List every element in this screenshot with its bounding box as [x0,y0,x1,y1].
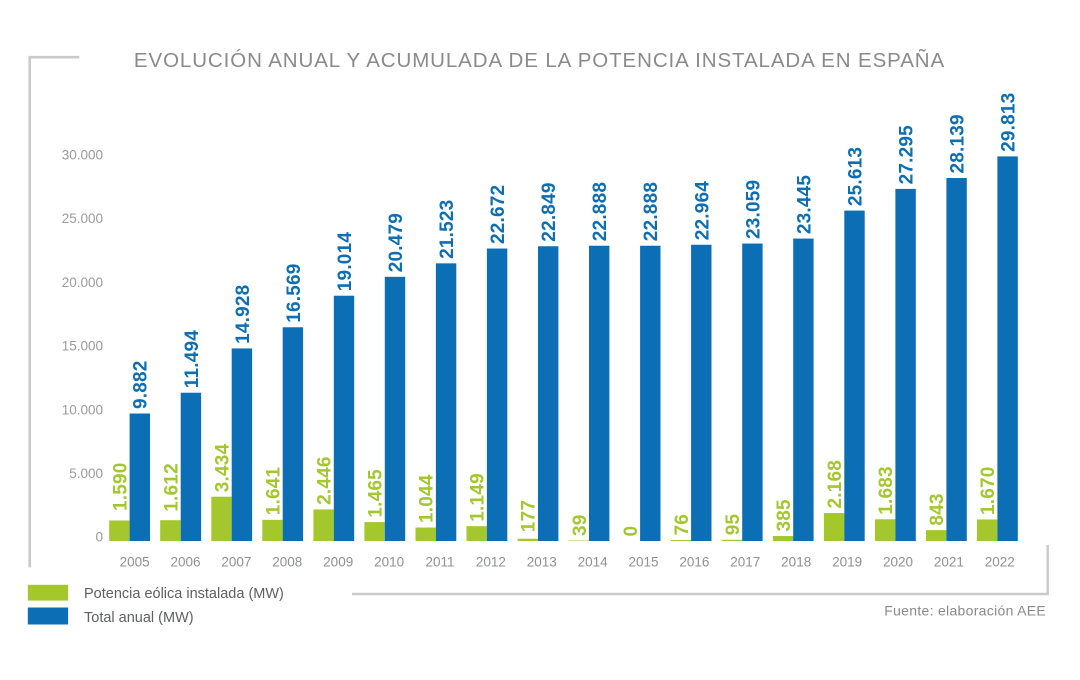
svg-text:2015: 2015 [628,555,658,570]
svg-text:5.000: 5.000 [69,466,103,481]
svg-text:2014: 2014 [578,555,609,570]
svg-text:1.590: 1.590 [110,462,131,511]
svg-text:0: 0 [621,526,642,537]
svg-text:28.139: 28.139 [948,114,969,173]
svg-text:22.888: 22.888 [641,182,662,241]
svg-text:Potencia eólica instalada (MW): Potencia eólica instalada (MW) [84,586,284,602]
svg-text:1.683: 1.683 [876,466,897,515]
svg-text:21.523: 21.523 [437,200,458,259]
svg-text:14.928: 14.928 [233,285,254,344]
svg-text:22.849: 22.849 [539,182,560,241]
svg-text:2022: 2022 [985,555,1015,570]
svg-text:1.044: 1.044 [417,474,438,523]
svg-text:385: 385 [774,499,795,532]
svg-text:2005: 2005 [120,555,150,570]
svg-text:2.446: 2.446 [315,456,336,505]
svg-text:177: 177 [519,500,540,532]
svg-text:2017: 2017 [730,555,760,570]
svg-text:20.479: 20.479 [386,213,407,272]
svg-text:1.612: 1.612 [161,463,182,512]
svg-text:1.641: 1.641 [264,467,285,516]
svg-text:23.059: 23.059 [743,180,764,239]
svg-text:2011: 2011 [425,555,454,570]
svg-text:39: 39 [570,514,591,536]
svg-text:15.000: 15.000 [62,339,103,354]
svg-text:Total anual (MW): Total anual (MW) [84,610,194,626]
svg-text:19.014: 19.014 [335,232,356,292]
svg-text:2012: 2012 [476,555,506,570]
svg-text:2007: 2007 [221,555,251,570]
svg-text:22.672: 22.672 [488,185,509,244]
svg-text:27.295: 27.295 [897,125,918,185]
svg-text:2009: 2009 [323,555,353,570]
svg-text:1.149: 1.149 [468,473,489,522]
svg-text:2008: 2008 [272,555,302,570]
svg-text:EVOLUCIÓN ANUAL Y ACUMULADA DE: EVOLUCIÓN ANUAL Y ACUMULADA DE LA POTENC… [134,49,945,72]
svg-text:30.000: 30.000 [62,148,103,163]
svg-text:2010: 2010 [374,555,404,570]
svg-text:23.445: 23.445 [794,175,815,235]
svg-text:22.888: 22.888 [590,182,611,241]
svg-text:2.168: 2.168 [825,460,846,509]
svg-text:2013: 2013 [527,555,557,570]
svg-text:20.000: 20.000 [62,275,103,290]
svg-text:1.465: 1.465 [366,469,387,518]
svg-text:22.964: 22.964 [692,181,713,241]
svg-text:2019: 2019 [832,555,862,570]
svg-text:843: 843 [927,493,948,525]
svg-text:9.882: 9.882 [131,360,152,409]
svg-text:2021: 2021 [934,555,964,570]
svg-text:2018: 2018 [781,555,811,570]
svg-text:25.000: 25.000 [62,211,103,226]
svg-text:2020: 2020 [883,555,913,570]
svg-text:2016: 2016 [679,555,709,570]
svg-text:16.569: 16.569 [284,263,305,322]
svg-text:2006: 2006 [170,555,200,570]
svg-text:95: 95 [723,514,744,536]
svg-text:29.813: 29.813 [999,93,1020,152]
svg-text:Fuente: elaboración AEE: Fuente: elaboración AEE [884,602,1046,618]
svg-text:25.613: 25.613 [845,147,866,206]
svg-text:0: 0 [95,530,103,545]
svg-text:11.494: 11.494 [182,330,203,388]
svg-text:1.670: 1.670 [978,466,999,515]
svg-text:76: 76 [672,514,693,536]
svg-text:3.434: 3.434 [212,443,233,492]
svg-text:10.000: 10.000 [62,402,103,417]
